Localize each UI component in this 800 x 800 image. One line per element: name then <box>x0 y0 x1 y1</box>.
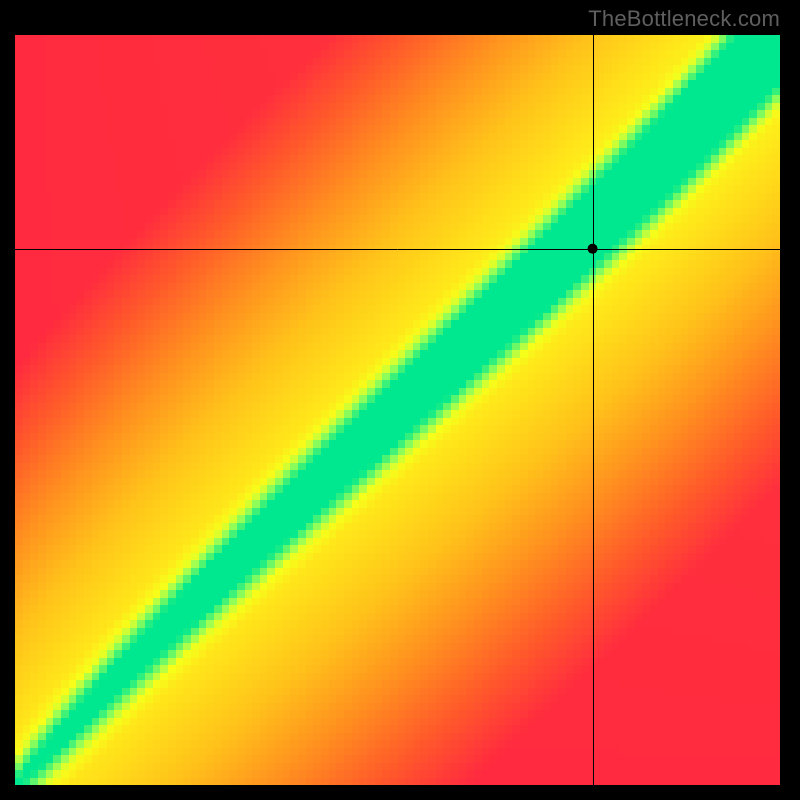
attribution-label: TheBottleneck.com <box>588 6 780 32</box>
chart-stage: TheBottleneck.com <box>0 0 800 800</box>
bottleneck-heatmap <box>15 35 780 785</box>
